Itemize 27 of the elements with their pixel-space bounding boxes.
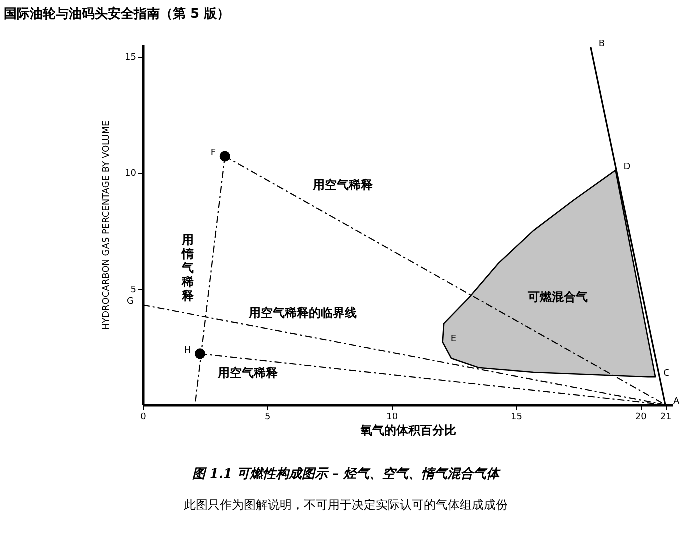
y-tick-label: 15: [125, 53, 136, 64]
annotation: 用空气稀释: [217, 366, 279, 380]
caption: 图 1.1 可燃性构成图示 – 烃气、空气、惰气混合气体: [191, 466, 502, 483]
x-tick-label: 0: [140, 412, 147, 422]
x-tick-label: 10: [386, 412, 398, 422]
x-tick-label: 20: [635, 412, 648, 422]
chart-title: 国际油轮与油码头安全指南（第 5 版）: [3, 6, 232, 24]
annotation: E: [450, 334, 457, 344]
y-axis-title: HYDROCARBON GAS PERCENTAGE BY VOLUME: [102, 120, 112, 330]
x-tick-label: 21: [660, 412, 672, 422]
x-axis-title: 氧气的体积百分比: [360, 424, 456, 438]
annotation: C: [664, 369, 670, 380]
annotation: B: [598, 39, 606, 50]
annotation: 可燃混合气: [527, 290, 588, 304]
x-tick-label: 5: [265, 412, 271, 422]
y-tick-label: 5: [130, 285, 136, 296]
annotation: 用惰气稀释: [181, 233, 195, 303]
text: 此图只作为图解说明，不可用于决定实际认可的气体组成成份: [183, 497, 509, 514]
annotation: A: [674, 397, 681, 407]
y-tick-label: 10: [125, 169, 137, 180]
annotation: H: [184, 346, 192, 356]
annotation: F: [210, 148, 216, 158]
annotation: 用空气稀释的临界线: [248, 306, 357, 320]
x-tick-label: 15: [511, 412, 522, 422]
annotation: 用空气稀释: [312, 178, 374, 192]
annotation: G: [127, 297, 134, 308]
annotation: D: [624, 162, 631, 172]
